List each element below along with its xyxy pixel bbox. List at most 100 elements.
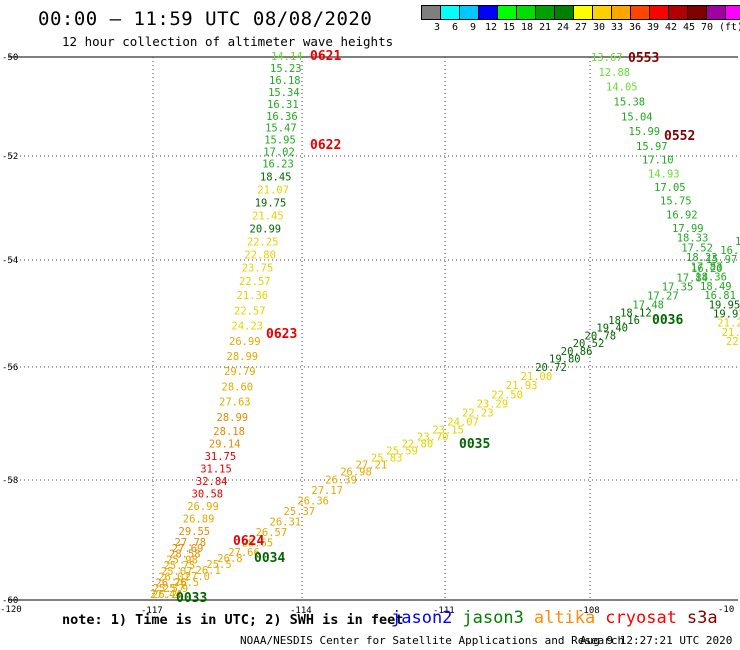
track-a-value: 32.84 bbox=[196, 476, 228, 488]
track-a-value: 28.18 bbox=[213, 426, 245, 438]
track-a-value: 22.80 bbox=[244, 250, 276, 262]
track-c-value: 26.8 bbox=[217, 553, 242, 565]
colorbar-label: 18 bbox=[521, 22, 534, 33]
y-tick-label: -58 bbox=[2, 476, 18, 486]
track-a-value: 27.69 bbox=[172, 543, 204, 555]
track-b-value: 16.81 bbox=[704, 290, 736, 302]
map-grid bbox=[8, 56, 738, 601]
y-tick-label: -56 bbox=[2, 363, 18, 373]
x-tick-label: -117 bbox=[141, 606, 163, 616]
track-a-value: 16.18 bbox=[269, 75, 301, 87]
track-a-value: 24.23 bbox=[232, 321, 264, 333]
time-label: 0624 bbox=[233, 534, 264, 549]
track-c-value: 19.80 bbox=[549, 353, 581, 365]
track-c-value: 18.12 bbox=[620, 307, 652, 319]
time-label: 0034 bbox=[254, 551, 285, 566]
track-a-value: 15.95 bbox=[264, 135, 296, 147]
track-a-value: 27.44 bbox=[150, 589, 182, 601]
track-a-value: 20.99 bbox=[250, 224, 282, 236]
colorbar-swatch bbox=[422, 6, 441, 19]
track-c-value: 26.39 bbox=[325, 475, 357, 487]
track-a-value: 26.99 bbox=[229, 336, 261, 348]
track-c-value: 26.98 bbox=[340, 466, 372, 478]
track-b-value: 18.36 bbox=[695, 271, 727, 283]
x-corner-left-label: -120 bbox=[0, 605, 22, 615]
track-a-value: 31.75 bbox=[205, 451, 237, 463]
track-a-value: 31.15 bbox=[200, 464, 232, 476]
track-b-value: 12.88 bbox=[599, 67, 631, 79]
colorbar-swatch bbox=[460, 6, 479, 19]
x-tick-label: -108 bbox=[578, 606, 600, 616]
colorbar-swatch bbox=[669, 6, 688, 19]
time-label: 0553 bbox=[628, 51, 659, 66]
satellite-legend-cryosat: cryosat bbox=[605, 608, 677, 628]
time-label: 0623 bbox=[266, 327, 297, 342]
x-tick-label: -114 bbox=[290, 606, 312, 616]
track-b-value: 21.25 bbox=[717, 318, 740, 330]
track-a-value: 30.58 bbox=[192, 489, 224, 501]
track-a-value: 22.57 bbox=[234, 305, 266, 317]
colorbar-swatch bbox=[631, 6, 650, 19]
track-c-value: 26.36 bbox=[297, 495, 329, 507]
track-c-value: 20.78 bbox=[585, 330, 617, 342]
y-tick-label: -54 bbox=[2, 256, 18, 266]
track-b-value: 19.95 bbox=[709, 299, 740, 311]
track-b-value: 16.92 bbox=[666, 209, 698, 221]
track-c-value: 25.83 bbox=[371, 452, 403, 464]
track-a-value: 28.99 bbox=[227, 351, 259, 363]
track-b-value: 14.93 bbox=[648, 168, 680, 180]
track-c-value: 16.20 bbox=[691, 263, 723, 275]
colorbar-label: 12 bbox=[485, 22, 498, 33]
track-a-value: 14.14 bbox=[271, 51, 303, 63]
track-c-value: 17.48 bbox=[632, 300, 664, 312]
footer-note: note: 1) Time is in UTC; 2) SWH is in fe… bbox=[62, 612, 404, 628]
colorbar-label: 21 bbox=[539, 22, 552, 33]
track-a-value: 29.14 bbox=[209, 439, 241, 451]
track-c-value: 26.2 bbox=[152, 589, 177, 601]
colorbar-swatch bbox=[536, 6, 555, 19]
time-label: 0622 bbox=[310, 138, 341, 153]
track-c-value: 26.5 bbox=[174, 577, 199, 589]
time-label: 0033 bbox=[176, 591, 207, 606]
track-a-value: 28.60 bbox=[222, 381, 254, 393]
y-tick-label: -60 bbox=[2, 596, 18, 606]
colorbar-swatch bbox=[479, 6, 498, 19]
track-b-value: 21.9 bbox=[722, 327, 740, 339]
time-label: 0035 bbox=[459, 437, 490, 452]
track-c-value: 20.72 bbox=[535, 362, 567, 374]
colorbar-label: 70 bbox=[701, 22, 714, 33]
colorbar-swatch bbox=[574, 6, 593, 19]
track-a-value: 25.75 bbox=[164, 560, 196, 572]
credit-text: NOAA/NESDIS Center for Satellite Applica… bbox=[240, 634, 625, 647]
y-tick-label: -52 bbox=[2, 152, 18, 162]
track-b-value: 18.23 bbox=[686, 252, 718, 264]
page-title: 00:00 – 11:59 UTC 08/08/2020 bbox=[38, 8, 373, 30]
colorbar-swatch bbox=[498, 6, 517, 19]
track-c-value: 22.50 bbox=[491, 389, 523, 401]
track-c-value: 17.84 bbox=[676, 272, 708, 284]
track-c-value: 15.2 bbox=[735, 236, 740, 248]
track-c-value: 22.23 bbox=[462, 407, 494, 419]
x-corner-right-label: -10 bbox=[718, 605, 734, 615]
track-c-value: 17.35 bbox=[662, 281, 694, 293]
colorbar-label: 9 bbox=[470, 22, 477, 33]
track-b-value: 19.91 bbox=[713, 309, 740, 321]
track-c-value: 20.52 bbox=[573, 338, 605, 350]
track-c-value: 23.70 bbox=[417, 432, 449, 444]
colorbar-label: 33 bbox=[611, 22, 624, 33]
track-c-value: 21.00 bbox=[521, 371, 553, 383]
track-c-value: 26.31 bbox=[270, 516, 302, 528]
track-b-value: 18.33 bbox=[677, 233, 709, 245]
generation-timestamp: Aug 9 12:27:21 UTC 2020 bbox=[580, 634, 733, 647]
track-b-value: 15.99 bbox=[629, 126, 661, 138]
track-b-value: 17.99 bbox=[672, 223, 704, 235]
track-b-value: 15.75 bbox=[660, 196, 692, 208]
track-a-value: 25.98 bbox=[166, 554, 198, 566]
track-a-value: 26.99 bbox=[187, 501, 219, 513]
track-a-value: 15.47 bbox=[265, 123, 297, 135]
track-a-value: 21.07 bbox=[257, 185, 289, 197]
y-tick-label: -50 bbox=[2, 53, 18, 63]
wave-height-colorbar bbox=[421, 5, 740, 20]
track-b-value: 17.52 bbox=[681, 242, 713, 254]
